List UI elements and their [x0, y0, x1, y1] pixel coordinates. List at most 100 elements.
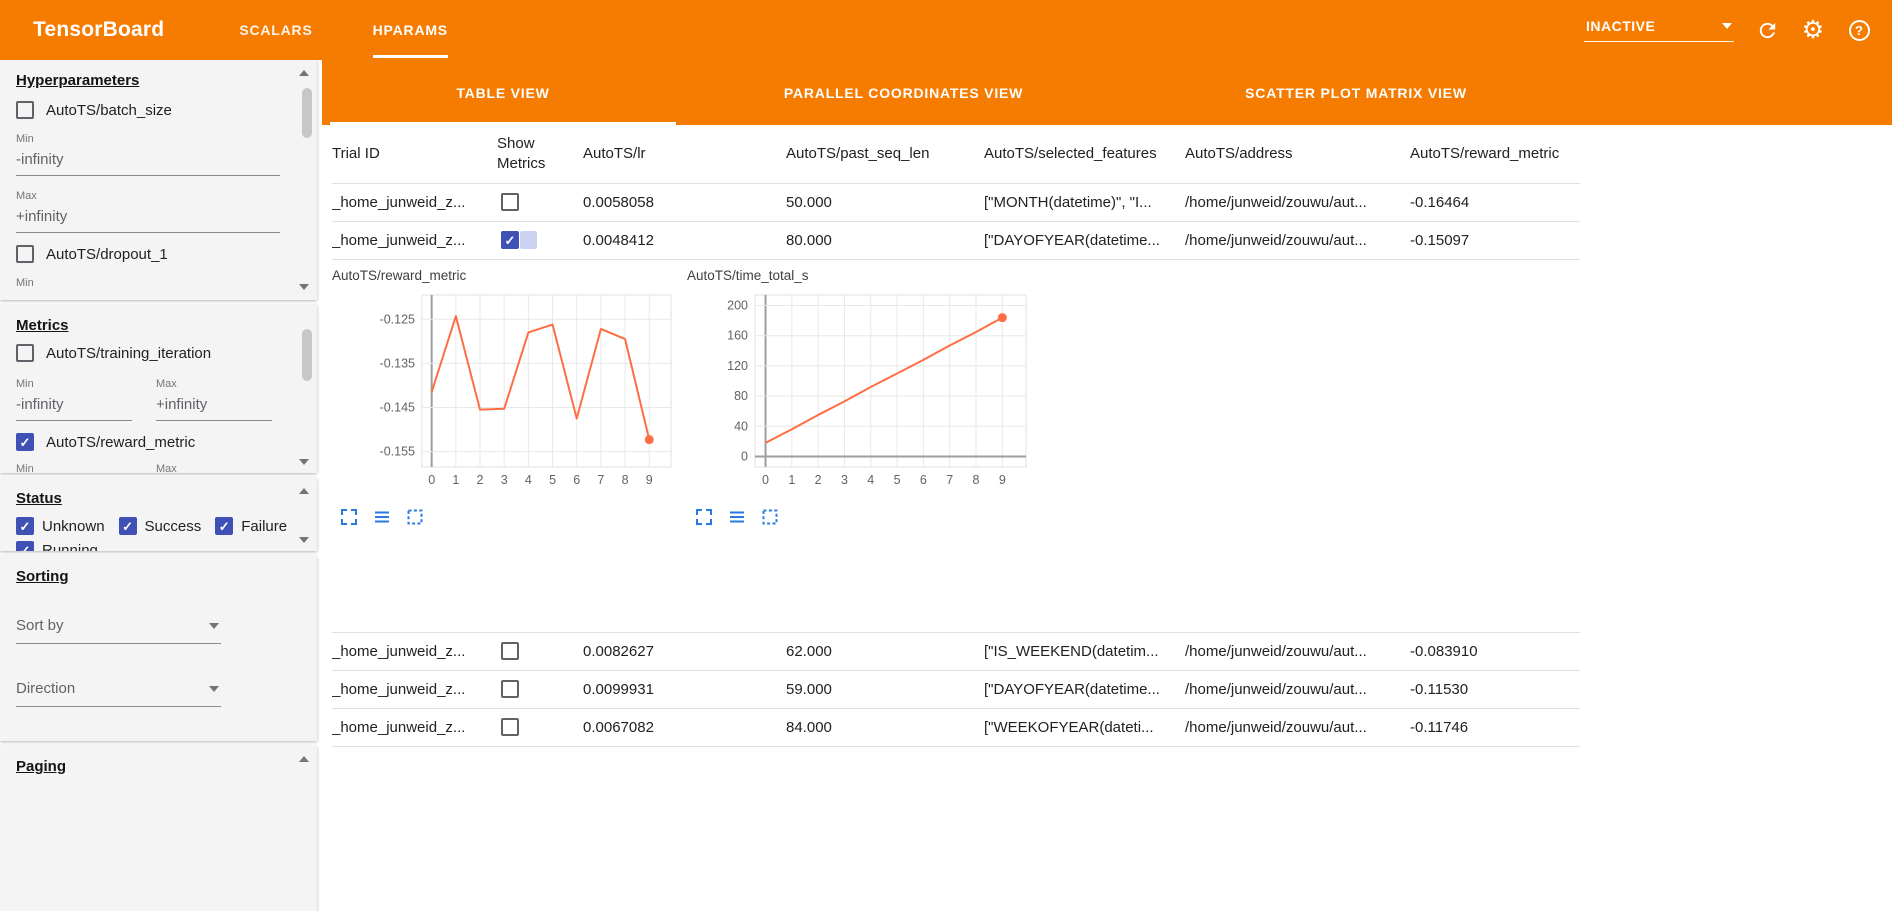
- max-input[interactable]: +infinity: [16, 202, 280, 233]
- tab-scalars[interactable]: SCALARS: [239, 22, 313, 38]
- show-metrics-checkbox[interactable]: [501, 680, 519, 699]
- sort-by-dropdown[interactable]: Sort by: [16, 611, 221, 644]
- svg-text:6: 6: [920, 473, 927, 487]
- chart-title: AutoTS/time_total_s: [687, 267, 809, 283]
- scroll-up-icon[interactable]: [299, 756, 309, 762]
- svg-text:-0.135: -0.135: [380, 356, 415, 370]
- chart-toolbar: [332, 502, 677, 526]
- svg-text:120: 120: [727, 358, 748, 372]
- col-lr: AutoTS/lr: [583, 125, 786, 184]
- max-label: Max: [16, 190, 37, 202]
- show-metrics-checkbox[interactable]: [501, 231, 519, 250]
- expand-chart-icon[interactable]: [695, 508, 713, 526]
- direction-dropdown[interactable]: Direction: [16, 674, 221, 707]
- lr-cell: 0.0099931: [583, 670, 786, 709]
- chevron-down-icon: [209, 622, 219, 629]
- time-total-line-chart[interactable]: 0 40 80 120 160 200 0 1 2 3 4 5 6 7 8 9: [687, 287, 1032, 502]
- svg-text:0: 0: [762, 473, 769, 487]
- topbar: TensorBoard SCALARS HPARAMS INACTIVE ⚙ ?: [0, 0, 1892, 60]
- metric-reward-label: AutoTS/reward_metric: [46, 433, 196, 451]
- svg-text:5: 5: [549, 473, 556, 487]
- metric-training-iteration-row: AutoTS/training_iteration: [16, 344, 291, 362]
- past-seq-len-cell: 84.000: [786, 708, 984, 747]
- metrics-panel: Metrics AutoTS/training_iteration Min -i…: [0, 305, 317, 473]
- svg-text:0: 0: [741, 449, 748, 463]
- trial-id-cell: _home_junweid_z...: [332, 670, 497, 709]
- lr-cell: 0.0082627: [583, 632, 786, 671]
- trial-id-cell: _home_junweid_z...: [332, 632, 497, 671]
- svg-text:40: 40: [734, 419, 748, 433]
- scroll-down-icon[interactable]: [299, 459, 309, 465]
- status-row: Running: [16, 541, 291, 551]
- show-metrics-cell: [497, 670, 583, 709]
- past-seq-len-cell: 62.000: [786, 632, 984, 671]
- min-input[interactable]: -infinity: [16, 390, 132, 421]
- data-lines-icon[interactable]: [728, 508, 746, 526]
- svg-text:7: 7: [946, 473, 953, 487]
- data-lines-icon[interactable]: [373, 508, 391, 526]
- svg-text:8: 8: [622, 473, 629, 487]
- scroll-up-icon[interactable]: [299, 488, 309, 494]
- sort-by-label: Sort by: [16, 617, 64, 634]
- status-failure-checkbox[interactable]: [215, 517, 234, 535]
- hparam-batch-size-checkbox[interactable]: [16, 101, 34, 119]
- selection-zoom-icon[interactable]: [761, 508, 779, 526]
- past-seq-len-cell: 50.000: [786, 183, 984, 222]
- scroll-down-icon[interactable]: [299, 537, 309, 543]
- metric-training-iteration-label: AutoTS/training_iteration: [46, 344, 212, 362]
- selection-zoom-icon[interactable]: [406, 508, 424, 526]
- table-header-row: Trial ID Show Metrics AutoTS/lr AutoTS/p…: [332, 125, 1580, 184]
- tab-parallel-coordinates-view[interactable]: PARALLEL COORDINATES VIEW: [783, 84, 1024, 101]
- address-cell: /home/junweid/zouwu/aut...: [1185, 221, 1410, 260]
- status-failure: Failure: [215, 517, 287, 535]
- refresh-icon[interactable]: [1754, 17, 1780, 43]
- scroll-down-icon[interactable]: [299, 284, 309, 290]
- status-success-checkbox[interactable]: [118, 517, 137, 535]
- status-unknown-checkbox[interactable]: [16, 517, 34, 535]
- address-cell: /home/junweid/zouwu/aut...: [1185, 632, 1410, 671]
- trial-id-cell: _home_junweid_z...: [332, 221, 497, 260]
- sorting-title: Sorting: [16, 568, 69, 585]
- svg-text:4: 4: [525, 473, 532, 487]
- hparam-dropout-label: AutoTS/dropout_1: [46, 245, 168, 263]
- show-metrics-checkbox[interactable]: [501, 642, 519, 661]
- table-row: _home_junweid_z... 0.004841280.000["DAYOF…: [332, 221, 1580, 260]
- reward-metric-line-chart[interactable]: -0.125 -0.135 -0.145 -0.155 0 1 2 3 4 5 6 7 8 9: [332, 287, 677, 502]
- help-icon[interactable]: ?: [1846, 17, 1872, 43]
- reload-status-dropdown[interactable]: INACTIVE: [1584, 18, 1734, 42]
- svg-text:1: 1: [788, 473, 795, 487]
- app-title: TensorBoard: [33, 18, 165, 41]
- hparam-dropout-checkbox[interactable]: [16, 245, 34, 263]
- svg-text:2: 2: [815, 473, 822, 487]
- svg-text:160: 160: [727, 328, 748, 342]
- scrollbar-thumb[interactable]: [302, 88, 312, 138]
- hparam-dropout-row: AutoTS/dropout_1: [16, 245, 291, 263]
- min-input[interactable]: -infinity: [16, 145, 280, 176]
- tab-scatter-plot-matrix-view[interactable]: SCATTER PLOT MATRIX VIEW: [1245, 84, 1467, 101]
- trials-table-wrap: Trial ID Show Metrics AutoTS/lr AutoTS/p…: [322, 125, 1892, 747]
- col-address: AutoTS/address: [1185, 125, 1410, 184]
- expand-chart-icon[interactable]: [340, 508, 358, 526]
- trial-id-cell: _home_junweid_z...: [332, 183, 497, 222]
- max-input[interactable]: +infinity: [156, 390, 272, 421]
- show-metrics-checkbox[interactable]: [501, 718, 519, 737]
- status-running-checkbox[interactable]: [16, 541, 34, 551]
- metrics-detail-row: AutoTS/reward_metric -0.125 -0.135 -0.145-…: [332, 259, 1580, 633]
- metric-charts: AutoTS/reward_metric -0.125 -0.135 -0.145-…: [332, 260, 1580, 526]
- metric-reward-checkbox[interactable]: [16, 433, 34, 451]
- svg-text:8: 8: [973, 473, 980, 487]
- tab-table-view[interactable]: TABLE VIEW: [330, 60, 676, 125]
- settings-icon[interactable]: ⚙: [1800, 17, 1826, 43]
- show-metrics-checkbox[interactable]: [501, 193, 519, 212]
- scroll-up-icon[interactable]: [299, 70, 309, 76]
- status-success: Success: [118, 517, 201, 535]
- show-metrics-cell: [497, 708, 583, 747]
- max-label: Max: [156, 463, 177, 473]
- metric-training-iteration-checkbox[interactable]: [16, 344, 34, 362]
- svg-text:1: 1: [452, 473, 459, 487]
- table-row: _home_junweid_z... 0.0058058 50.000 ["MONTH…: [332, 183, 1580, 222]
- min-label: Min: [16, 133, 34, 145]
- scrollbar-thumb[interactable]: [302, 329, 312, 381]
- svg-text:200: 200: [727, 298, 748, 312]
- tab-hparams[interactable]: HPARAMS: [343, 0, 478, 60]
